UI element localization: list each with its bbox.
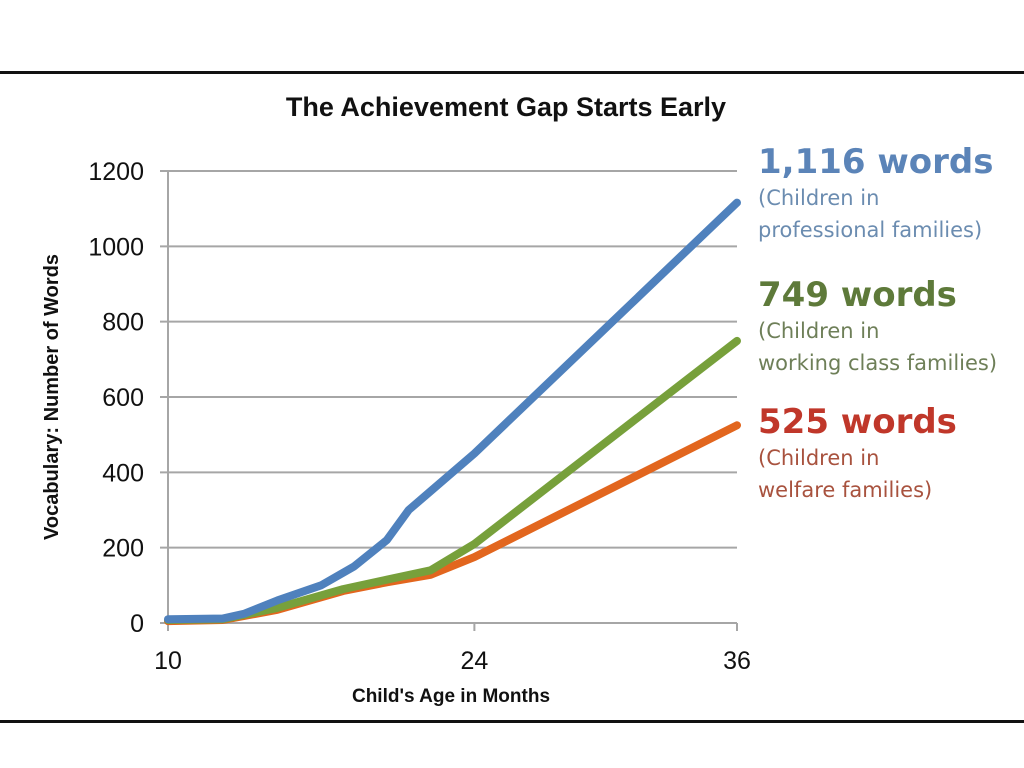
series-annotation: 1,116 words (Children in professional fami… [758, 142, 994, 246]
x-tick-label: 10 [154, 647, 182, 675]
annotation-line1: (Children in [758, 186, 880, 210]
annotation-line2: professional families) [758, 218, 983, 242]
y-tick-label: 1000 [88, 233, 144, 261]
series-line [164, 198, 741, 624]
annotation-value: 749 words [758, 275, 957, 315]
series-annotation: 749 words (Children in working class famil… [758, 275, 997, 379]
y-axis-label: Vocabulary: Number of Words [41, 254, 63, 540]
x-tick-label: 36 [723, 647, 751, 675]
series-line [164, 336, 741, 624]
y-tick-label: 800 [102, 309, 144, 337]
annotation-line2: working class families) [758, 351, 998, 375]
x-tick-label: 24 [460, 647, 488, 675]
y-tick-label: 400 [102, 459, 144, 487]
y-tick-label: 0 [130, 610, 144, 638]
annotation-value: 525 words [758, 402, 957, 442]
x-axis-label: Child's Age in Months [352, 686, 550, 707]
series-line [164, 421, 741, 626]
annotation-line1: (Children in [758, 446, 880, 470]
y-tick-label: 200 [102, 535, 144, 563]
bottom-rule [0, 720, 1024, 723]
chart-title: The Achievement Gap Starts Early [286, 92, 726, 122]
annotation-value: 1,116 words [758, 142, 994, 182]
y-tick-label: 1200 [88, 158, 144, 186]
top-rule [0, 71, 1024, 74]
annotation-line1: (Children in [758, 319, 880, 343]
annotation-line2: welfare families) [758, 478, 933, 502]
series-annotation: 525 words (Children in welfare families) [758, 402, 957, 506]
y-tick-label: 600 [102, 384, 144, 412]
